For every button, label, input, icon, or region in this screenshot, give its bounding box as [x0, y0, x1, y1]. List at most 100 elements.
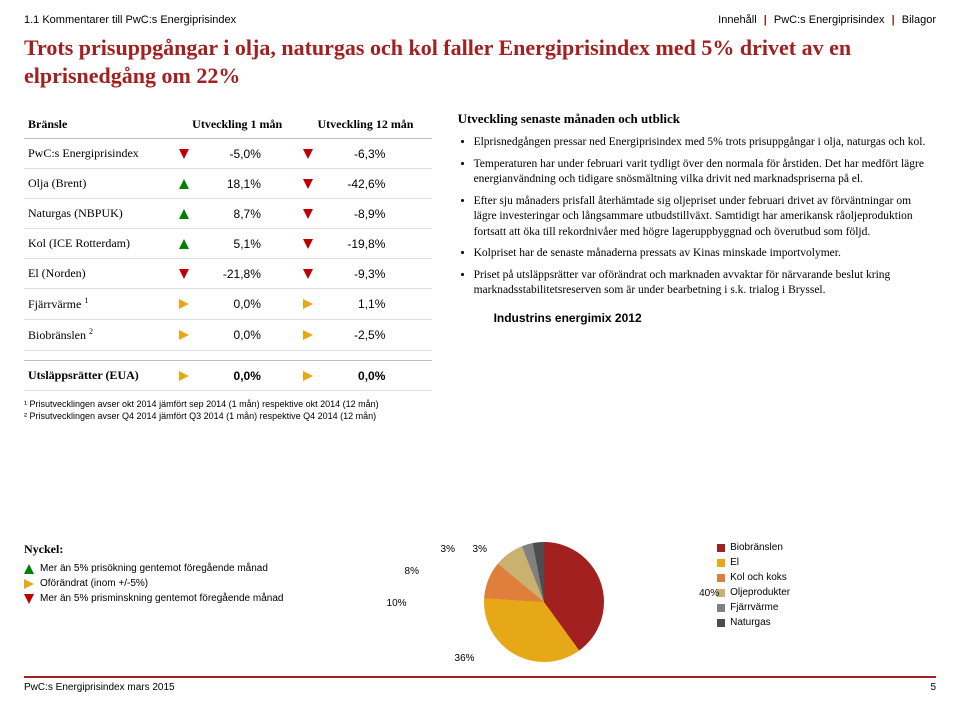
arrow-flat-icon: [179, 330, 189, 340]
table-row: El (Norden) -21,8%-9,3%: [24, 259, 432, 289]
pie-slice-label: 40%: [699, 588, 719, 599]
footnote: ² Prisutvecklingen avser Q4 2014 jämfört…: [24, 411, 432, 423]
pie-slice-label: 10%: [387, 598, 407, 609]
separator-icon: |: [764, 14, 767, 26]
row-val-1: 18,1%: [175, 169, 300, 199]
legend-label: Kol och koks: [730, 572, 787, 583]
row-val-2: -8,9%: [299, 199, 431, 229]
arrow-up-icon: [24, 564, 34, 574]
key-title: Nyckel:: [24, 542, 371, 557]
arrow-flat-icon: [24, 579, 34, 589]
table-row: Utsläppsrätter (EUA)0,0%0,0%: [24, 361, 432, 391]
legend-label: Oljeprodukter: [730, 587, 790, 598]
legend-item: Kol och koks: [717, 572, 936, 583]
pie-slice-label: 8%: [405, 566, 419, 577]
legend-item: Biobränslen: [717, 542, 936, 553]
arrow-down-icon: [179, 149, 189, 159]
arrow-up-icon: [179, 209, 189, 219]
table-row: PwC:s Energiprisindex -5,0%-6,3%: [24, 139, 432, 169]
row-label: Utsläppsrätter (EUA): [24, 361, 175, 391]
nav-item[interactable]: Innehåll: [718, 14, 757, 26]
legend-item: Fjärrvärme: [717, 602, 936, 613]
mix-title: Industrins energimix 2012: [494, 311, 936, 325]
row-val-2: 0,0%: [299, 361, 431, 391]
price-table: Bränsle Utveckling 1 mån Utveckling 12 m…: [24, 111, 432, 391]
table-row: Kol (ICE Rotterdam) 5,1%-19,8%: [24, 229, 432, 259]
outlook-bullet: Priset på utsläppsrätter var oförändrat …: [474, 268, 936, 299]
key-block: Nyckel: Mer än 5% prisökning gentemot fö…: [24, 542, 371, 608]
col-header: Utveckling 12 mån: [299, 111, 431, 139]
row-val-2: -42,6%: [299, 169, 431, 199]
row-val-2: 1,1%: [299, 289, 431, 320]
table-row: Biobränslen 20,0%-2,5%: [24, 320, 432, 351]
row-label: Fjärrvärme 1: [24, 289, 175, 320]
breadcrumb: 1.1 Kommentarer till PwC:s Energiprisind…: [24, 14, 936, 26]
outlook-bullet: Temperaturen har under februari varit ty…: [474, 157, 936, 188]
swatch-icon: [717, 559, 725, 567]
pie-slice-label: 3%: [441, 544, 455, 555]
header-nav: Innehåll | PwC:s Energiprisindex | Bilag…: [718, 14, 936, 26]
key-text: Mer än 5% prisökning gentemot föregående…: [40, 563, 268, 574]
row-label: Biobränslen 2: [24, 320, 175, 351]
key-item: Oförändrat (inom +/-5%): [24, 578, 371, 589]
pie-slice-label: 3%: [473, 544, 487, 555]
page-footer: PwC:s Energiprisindex mars 2015 5: [24, 676, 936, 693]
outlook-list: Elprisnedgången pressar ned Energiprisin…: [458, 135, 936, 299]
key-text: Mer än 5% prisminskning gentemot föregåe…: [40, 593, 283, 604]
row-val-1: 8,7%: [175, 199, 300, 229]
legend-item: Oljeprodukter: [717, 587, 936, 598]
row-val-1: -5,0%: [175, 139, 300, 169]
arrow-down-icon: [303, 149, 313, 159]
col-header: Utveckling 1 mån: [175, 111, 300, 139]
arrow-down-icon: [303, 179, 313, 189]
section-label: 1.1 Kommentarer till PwC:s Energiprisind…: [24, 14, 236, 26]
footer-left: PwC:s Energiprisindex mars 2015: [24, 682, 175, 693]
swatch-icon: [717, 619, 725, 627]
arrow-flat-icon: [179, 371, 189, 381]
arrow-down-icon: [303, 209, 313, 219]
outlook-bullet: Kolpriset har de senaste månaderna press…: [474, 246, 936, 262]
arrow-flat-icon: [179, 299, 189, 309]
arrow-down-icon: [303, 239, 313, 249]
swatch-icon: [717, 574, 725, 582]
legend-label: Fjärrvärme: [730, 602, 778, 613]
row-label: Olja (Brent): [24, 169, 175, 199]
legend-item: Naturgas: [717, 617, 936, 628]
legend-item: El: [717, 557, 936, 568]
nav-item[interactable]: PwC:s Energiprisindex: [774, 14, 885, 26]
legend-label: Naturgas: [730, 617, 771, 628]
footnote: ¹ Prisutvecklingen avser okt 2014 jämför…: [24, 399, 432, 411]
key-text: Oförändrat (inom +/-5%): [40, 578, 148, 589]
pie-slice-label: 36%: [455, 653, 475, 664]
legend-label: Biobränslen: [730, 542, 783, 553]
nav-item[interactable]: Bilagor: [902, 14, 936, 26]
row-val-2: -6,3%: [299, 139, 431, 169]
outlook-bullet: Elprisnedgången pressar ned Energiprisin…: [474, 135, 936, 151]
pie-chart: 40% 36% 10% 8% 3% 3%: [371, 542, 718, 662]
arrow-down-icon: [179, 269, 189, 279]
swatch-icon: [717, 604, 725, 612]
page-title: Trots prisuppgångar i olja, naturgas och…: [24, 34, 936, 89]
row-val-1: 5,1%: [175, 229, 300, 259]
outlook-bullet: Efter sju månaders prisfall återhämtade …: [474, 194, 936, 241]
arrow-flat-icon: [303, 371, 313, 381]
row-label: El (Norden): [24, 259, 175, 289]
arrow-up-icon: [179, 179, 189, 189]
table-row: Fjärrvärme 10,0%1,1%: [24, 289, 432, 320]
arrow-flat-icon: [303, 299, 313, 309]
col-header: Bränsle: [24, 111, 175, 139]
row-label: Naturgas (NBPUK): [24, 199, 175, 229]
key-item: Mer än 5% prisökning gentemot föregående…: [24, 563, 371, 574]
row-val-2: -9,3%: [299, 259, 431, 289]
pie-legend: Biobränslen El Kol och koks Oljeprodukter Fj…: [717, 542, 936, 632]
footnotes: ¹ Prisutvecklingen avser okt 2014 jämför…: [24, 399, 432, 422]
row-val-1: 0,0%: [175, 320, 300, 351]
arrow-down-icon: [24, 594, 34, 604]
row-val-2: -2,5%: [299, 320, 431, 351]
row-val-1: 0,0%: [175, 361, 300, 391]
row-val-1: 0,0%: [175, 289, 300, 320]
table-row: Naturgas (NBPUK) 8,7%-8,9%: [24, 199, 432, 229]
row-label: PwC:s Energiprisindex: [24, 139, 175, 169]
row-val-2: -19,8%: [299, 229, 431, 259]
row-val-1: -21,8%: [175, 259, 300, 289]
